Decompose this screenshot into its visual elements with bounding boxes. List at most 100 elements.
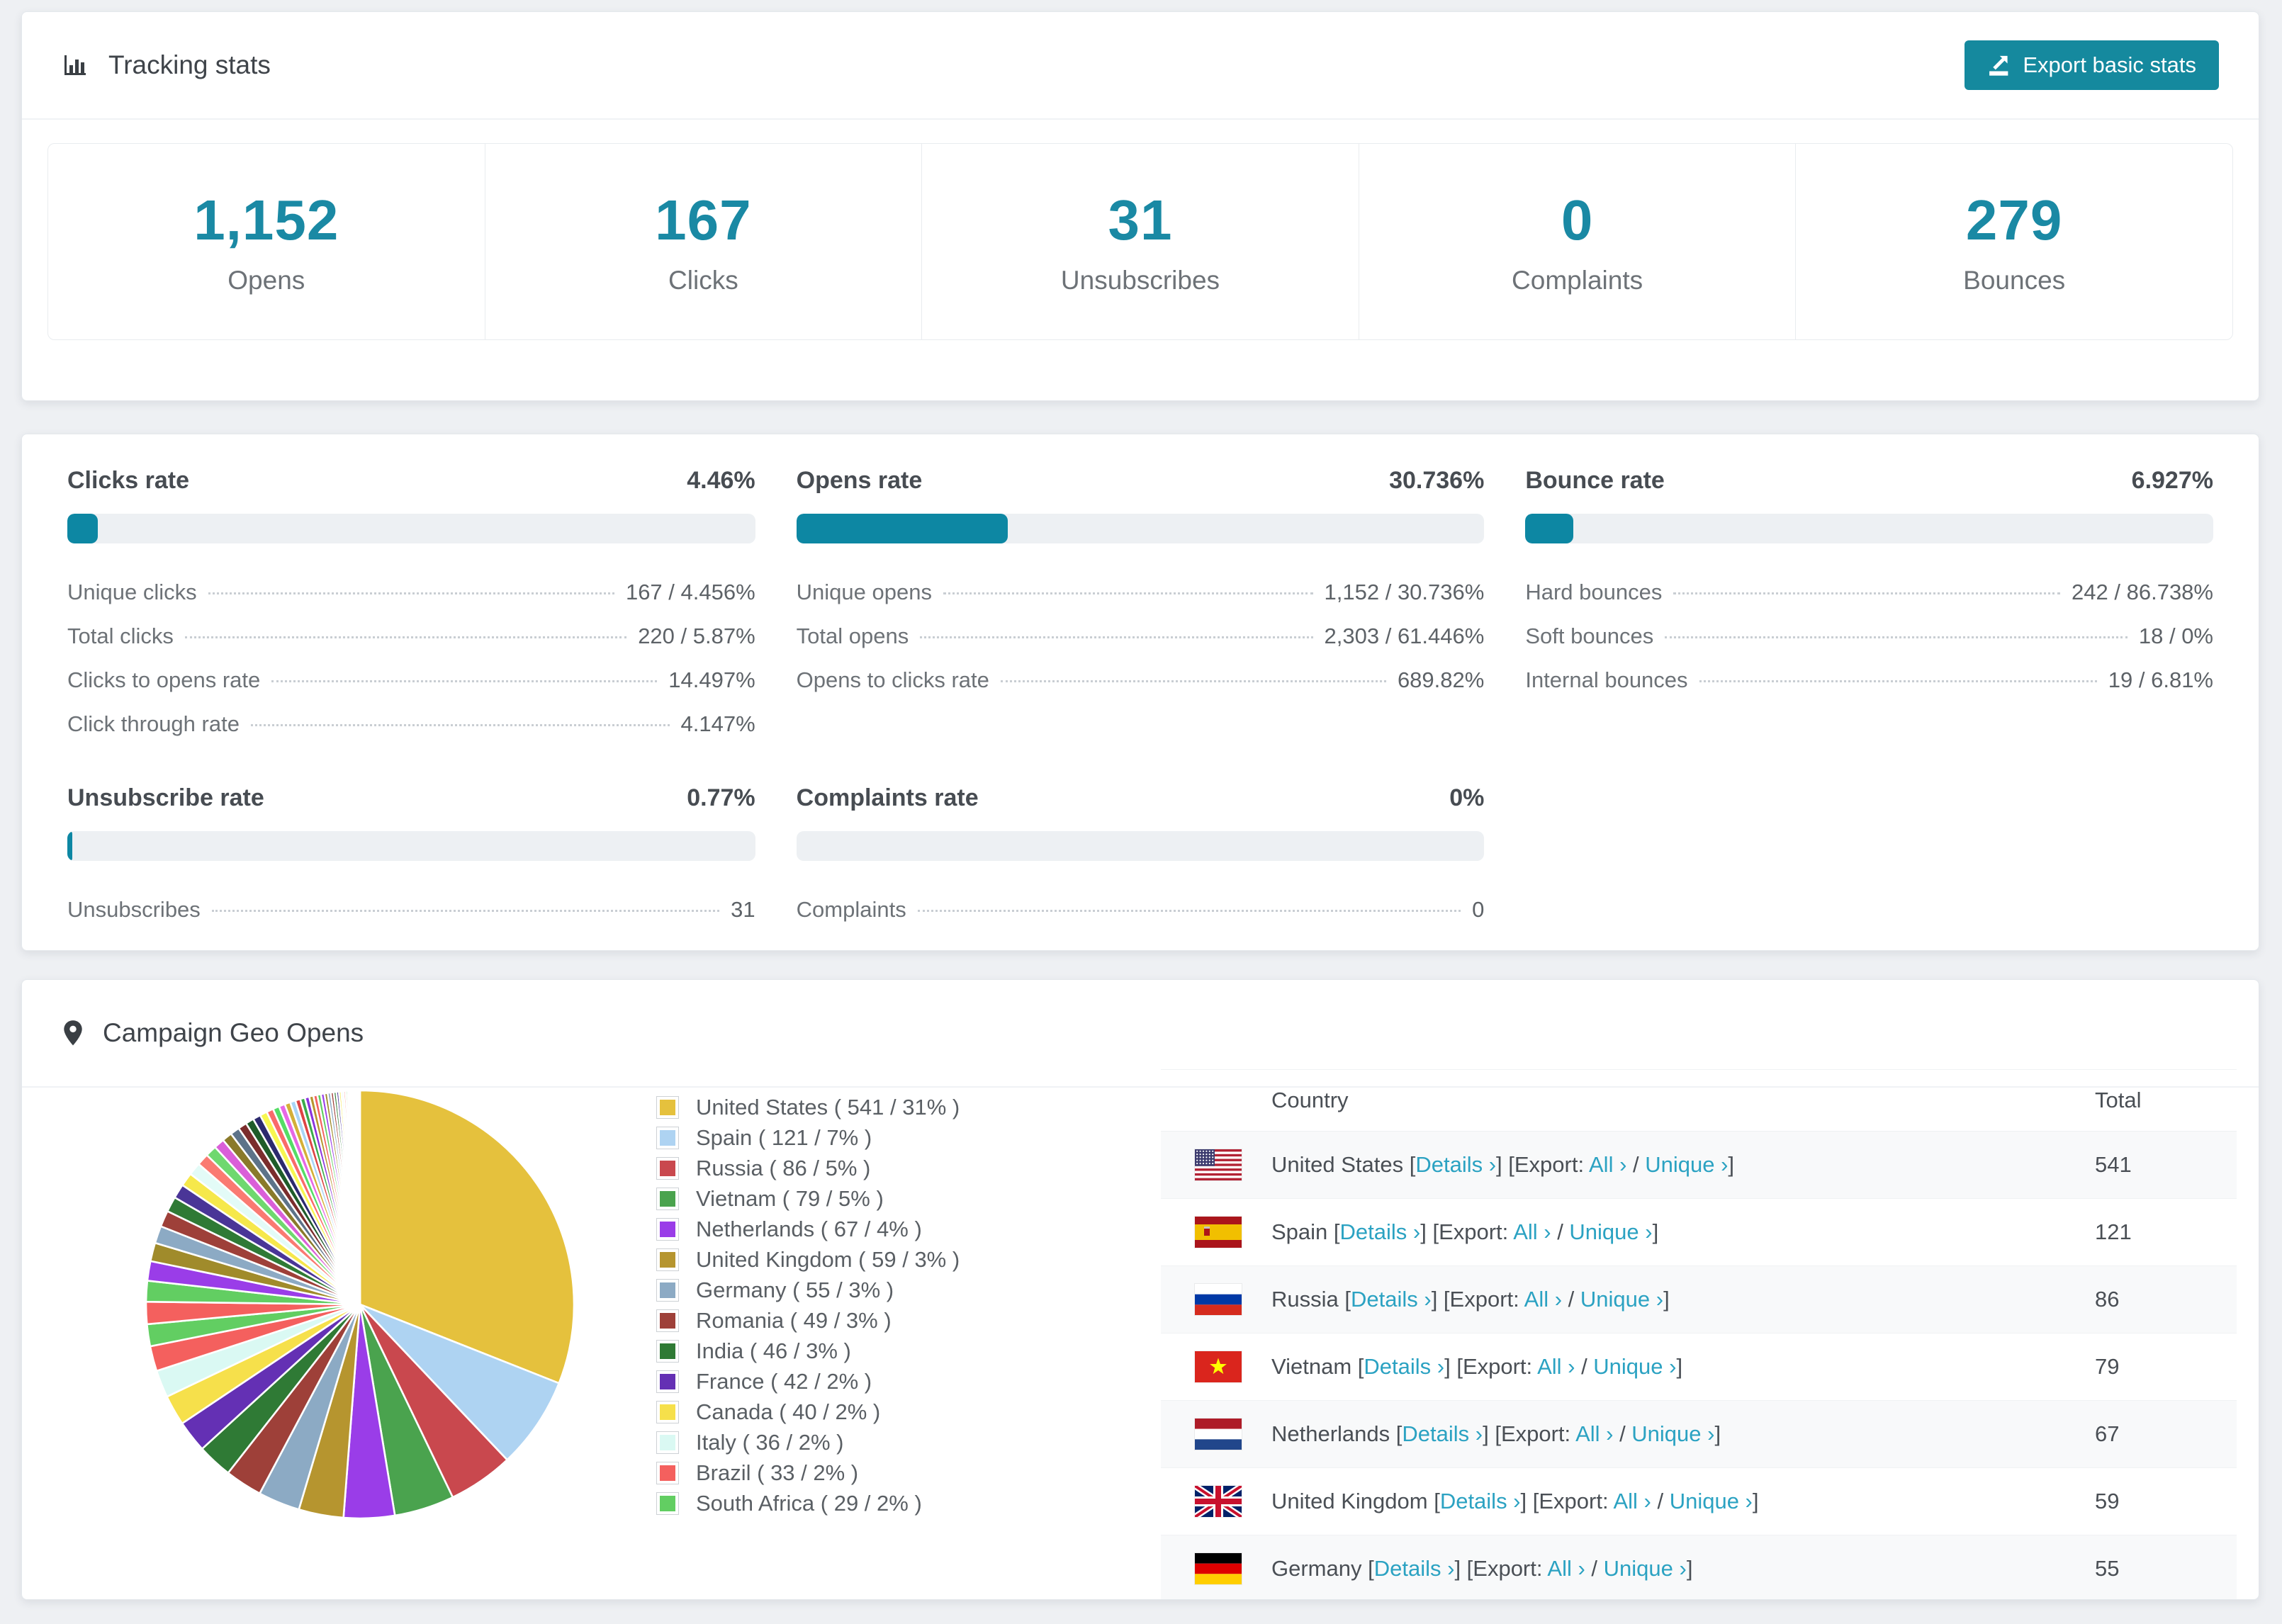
country-flag-vn-icon <box>1195 1351 1242 1382</box>
rate-title: Clicks rate <box>67 467 189 494</box>
country-cell: United States [Details ›] [Export: All ›… <box>1271 1152 1735 1177</box>
export-unique-link[interactable]: Unique › <box>1645 1152 1729 1177</box>
rate-row: Unsubscribes 31 <box>67 888 755 932</box>
export-unique-link[interactable]: Unique › <box>1631 1421 1715 1446</box>
legend-swatch <box>656 1309 679 1332</box>
stat-box-opens: 1,152 Opens <box>48 144 485 339</box>
dotted-leader <box>208 592 614 594</box>
rate-progress-track <box>67 831 755 861</box>
rate-value: 0.77% <box>687 784 755 811</box>
country-name: Germany <box>1271 1556 1368 1581</box>
geo-header: Campaign Geo Opens <box>22 980 2259 1088</box>
rate-row: Opens to clicks rate 689.82% <box>797 658 1485 702</box>
dotted-leader <box>1665 636 2128 638</box>
legend-item: France ( 42 / 2% ) <box>656 1366 960 1397</box>
rate-progress-fill <box>796 514 1008 543</box>
legend-item: India ( 46 / 3% ) <box>656 1336 960 1366</box>
stat-box-unsubscribes: 31 Unsubscribes <box>921 144 1359 339</box>
total-cell: 79 <box>2095 1354 2120 1379</box>
tracking-stats-header: Tracking stats Export basic stats <box>22 12 2259 120</box>
rates-card: Clicks rate 4.46% Unique clicks 167 / 4.456… <box>21 434 2259 951</box>
export-unique-link[interactable]: Unique › <box>1593 1354 1677 1379</box>
rate-block-opens-rate: Opens rate 30.736% Unique opens 1,152 / 30.… <box>796 467 1485 746</box>
country-flag-gb-icon <box>1195 1486 1242 1517</box>
legend-swatch <box>656 1339 679 1363</box>
export-basic-stats-button[interactable]: Export basic stats <box>1965 40 2219 90</box>
country-flag-nl-icon <box>1195 1419 1242 1450</box>
rate-value: 4.46% <box>687 467 755 494</box>
export-all-link[interactable]: All › <box>1513 1219 1551 1244</box>
total-cell: 59 <box>2095 1489 2120 1513</box>
export-all-link[interactable]: All › <box>1575 1421 1614 1446</box>
dotted-leader <box>920 636 1313 638</box>
rate-row-value: 19 / 6.81% <box>2108 667 2213 692</box>
geo-table-row-united-kingdom: United Kingdom [Details ›] [Export: All … <box>1161 1468 2237 1535</box>
details-link[interactable]: Details › <box>1373 1556 1455 1581</box>
rate-rows: Unique clicks 167 / 4.456% Total clicks 220… <box>67 570 755 746</box>
export-all-link[interactable]: All › <box>1613 1489 1651 1513</box>
legend-item: Canada ( 40 / 2% ) <box>656 1397 960 1427</box>
rate-row-label: Opens to clicks rate <box>796 667 989 692</box>
details-link[interactable]: Details › <box>1415 1152 1497 1177</box>
rate-title-row: Complaints rate 0% <box>797 784 1485 812</box>
legend-item: Spain ( 121 / 7% ) <box>656 1122 960 1153</box>
export-all-link[interactable]: All › <box>1589 1152 1627 1177</box>
dotted-leader <box>184 636 627 638</box>
rate-row-value: 0 <box>1472 897 1485 922</box>
legend-label: South Africa ( 29 / 2% ) <box>696 1490 922 1516</box>
stat-label: Bounces <box>1963 266 2066 295</box>
geo-table-body: United States [Details ›] [Export: All ›… <box>1161 1132 2237 1599</box>
legend-item: Vietnam ( 79 / 5% ) <box>656 1183 960 1214</box>
legend-item: United States ( 541 / 31% ) <box>656 1092 960 1122</box>
rate-row-value: 4.147% <box>680 711 755 736</box>
details-link[interactable]: Details › <box>1364 1354 1445 1379</box>
rate-rows: Unique opens 1,152 / 30.736% Total opens 2,… <box>797 570 1485 702</box>
legend-label: Germany ( 55 / 3% ) <box>696 1277 894 1302</box>
country-name: Spain <box>1271 1219 1334 1244</box>
legend-swatch <box>656 1400 679 1423</box>
stat-label: Opens <box>227 266 305 295</box>
details-link[interactable]: Details › <box>1439 1489 1521 1513</box>
total-cell: 67 <box>2095 1421 2120 1446</box>
rate-value: 0% <box>1449 784 1485 811</box>
country-name: United States <box>1271 1152 1410 1177</box>
legend-item: Russia ( 86 / 5% ) <box>656 1153 960 1183</box>
export-all-link[interactable]: All › <box>1537 1354 1575 1379</box>
details-link[interactable]: Details › <box>1402 1421 1483 1446</box>
rate-progress-track <box>796 831 1485 861</box>
rate-title: Unsubscribe rate <box>67 784 264 811</box>
geo-title-text: Campaign Geo Opens <box>103 1018 364 1047</box>
export-unique-link[interactable]: Unique › <box>1580 1287 1664 1312</box>
rate-block-bounce-rate: Bounce rate 6.927% Hard bounces 242 / 86.73… <box>1525 467 2213 746</box>
legend-label: India ( 46 / 3% ) <box>696 1338 851 1363</box>
export-unique-link[interactable]: Unique › <box>1669 1489 1753 1513</box>
export-all-link[interactable]: All › <box>1524 1287 1563 1312</box>
stat-label: Unsubscribes <box>1060 266 1220 295</box>
campaign-geo-opens-card: Campaign Geo Opens United States ( 541 /… <box>21 979 2259 1600</box>
export-all-link[interactable]: All › <box>1547 1556 1585 1581</box>
rate-title-row: Bounce rate 6.927% <box>1525 467 2213 495</box>
geo-opens-table: Country Total United States [Details ›] … <box>1161 1069 2237 1599</box>
rate-progress-track <box>796 514 1485 543</box>
details-link[interactable]: Details › <box>1351 1287 1432 1312</box>
stat-value: 279 <box>1965 188 2063 252</box>
geo-table-row-united-states: United States [Details ›] [Export: All ›… <box>1161 1132 2237 1199</box>
country-name: Russia <box>1271 1287 1345 1312</box>
stat-label: Clicks <box>668 266 738 295</box>
tracking-stats-card: Tracking stats Export basic stats 1,152 O… <box>21 11 2259 401</box>
dotted-leader <box>1000 680 1386 682</box>
rate-row-value: 18 / 0% <box>2138 624 2213 648</box>
rate-rows: Unsubscribes 31 <box>67 888 755 932</box>
dotted-leader <box>250 724 670 726</box>
details-link[interactable]: Details › <box>1339 1219 1421 1244</box>
export-unique-link[interactable]: Unique › <box>1603 1556 1687 1581</box>
rate-title-row: Unsubscribe rate 0.77% <box>67 784 755 812</box>
legend-label: Romania ( 49 / 3% ) <box>696 1307 892 1333</box>
tracking-stats-title-text: Tracking stats <box>108 50 271 79</box>
rate-row-value: 689.82% <box>1397 667 1485 692</box>
legend-label: Netherlands ( 67 / 4% ) <box>696 1216 922 1241</box>
legend-swatch <box>656 1461 679 1484</box>
rate-row: Soft bounces 18 / 0% <box>1525 614 2213 658</box>
export-unique-link[interactable]: Unique › <box>1569 1219 1653 1244</box>
rate-progress-fill <box>67 514 99 543</box>
